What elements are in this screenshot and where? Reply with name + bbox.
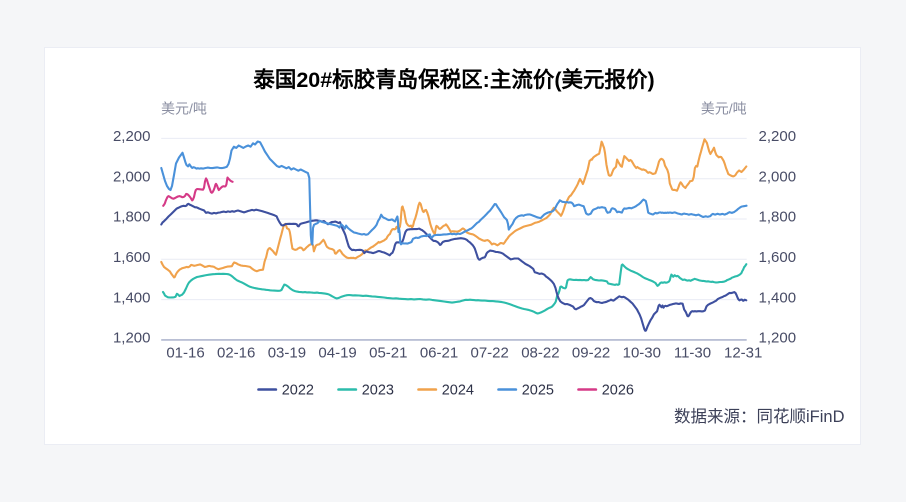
svg-text:美元/吨: 美元/吨 xyxy=(161,101,207,117)
svg-text:1,800: 1,800 xyxy=(113,209,151,226)
svg-text:1,200: 1,200 xyxy=(113,330,151,347)
svg-text:1,800: 1,800 xyxy=(759,209,797,226)
svg-text:2,200: 2,200 xyxy=(113,128,151,145)
svg-text:04-19: 04-19 xyxy=(318,345,356,362)
svg-text:11-30: 11-30 xyxy=(674,345,711,362)
svg-text:10-30: 10-30 xyxy=(623,345,661,362)
svg-text:02-16: 02-16 xyxy=(217,345,255,362)
svg-text:12-31: 12-31 xyxy=(724,345,762,362)
svg-text:数据来源：同花顺iFinD: 数据来源：同花顺iFinD xyxy=(674,407,845,426)
svg-text:09-22: 09-22 xyxy=(572,345,610,362)
svg-text:06-21: 06-21 xyxy=(420,345,458,362)
svg-text:03-19: 03-19 xyxy=(268,345,306,362)
svg-text:1,200: 1,200 xyxy=(759,330,797,347)
svg-text:1,400: 1,400 xyxy=(113,289,151,306)
svg-text:2023: 2023 xyxy=(362,383,394,399)
svg-text:1,600: 1,600 xyxy=(113,249,151,266)
svg-text:2025: 2025 xyxy=(522,383,554,399)
svg-text:1,400: 1,400 xyxy=(759,289,797,306)
svg-text:美元/吨: 美元/吨 xyxy=(701,101,747,117)
svg-text:07-22: 07-22 xyxy=(471,345,509,362)
svg-text:2,000: 2,000 xyxy=(113,168,151,185)
svg-text:2,000: 2,000 xyxy=(759,168,797,185)
svg-text:05-21: 05-21 xyxy=(369,345,407,362)
svg-text:2024: 2024 xyxy=(442,383,474,399)
svg-text:2022: 2022 xyxy=(282,383,314,399)
svg-text:01-16: 01-16 xyxy=(166,345,204,362)
svg-text:2026: 2026 xyxy=(602,383,634,399)
svg-text:1,600: 1,600 xyxy=(759,249,797,266)
svg-text:泰国20#标胶青岛保税区:主流价(美元报价): 泰国20#标胶青岛保税区:主流价(美元报价) xyxy=(253,67,654,92)
svg-text:2,200: 2,200 xyxy=(759,128,797,145)
svg-text:08-22: 08-22 xyxy=(521,345,559,362)
